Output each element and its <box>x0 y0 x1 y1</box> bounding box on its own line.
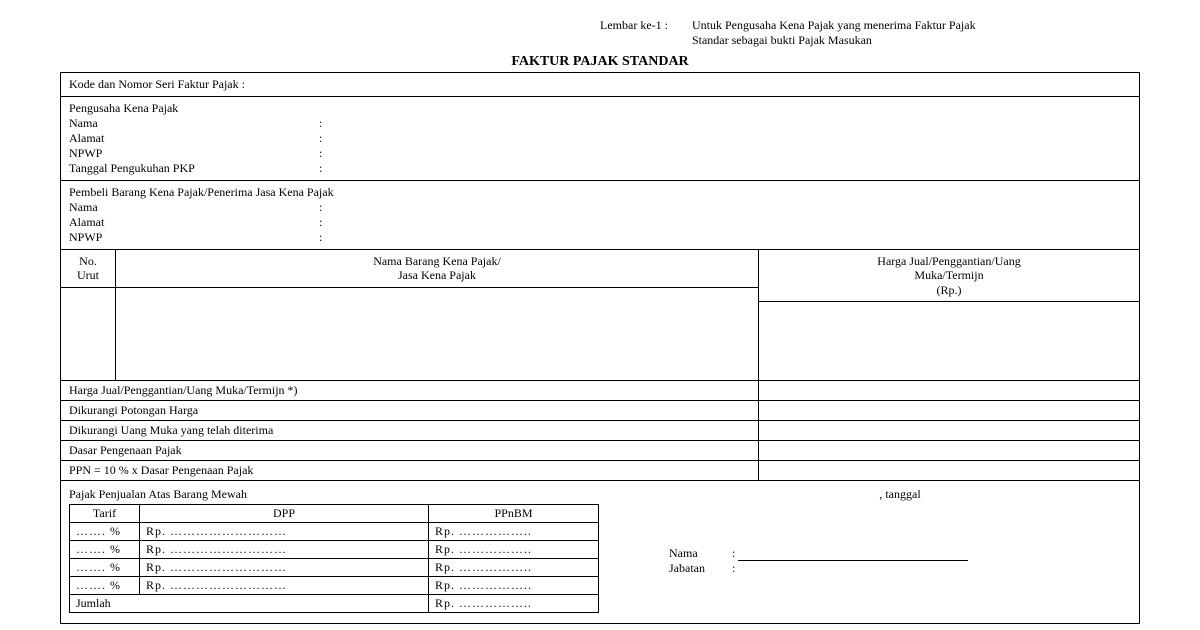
summary-row: Dikurangi Potongan Harga <box>61 400 1139 420</box>
summary-row: Harga Jual/Penggantian/Uang Muka/Termijn… <box>61 380 1139 400</box>
ppnbm-title: Pajak Penjualan Atas Barang Mewah <box>69 487 629 502</box>
summary-row: Dasar Pengenaan Pajak <box>61 440 1139 460</box>
pkp-label: NPWP <box>69 146 319 161</box>
col-header-no: No. Urut <box>61 250 115 288</box>
items-table: No. Urut Nama Barang Kena Pajak/ Jasa Ke… <box>61 250 1139 481</box>
colon: : <box>319 146 333 161</box>
pkp-row: Tanggal Pengukuhan PKP : <box>69 161 1131 176</box>
document-title: FAKTUR PAJAK STANDAR <box>60 54 1140 70</box>
bottom-section: Pajak Penjualan Atas Barang Mewah Tarif … <box>61 481 1139 623</box>
ppnbm-header-ppnbm: PPnBM <box>429 505 599 523</box>
pembeli-label: NPWP <box>69 230 319 245</box>
header-note-right: Untuk Pengusaha Kena Pajak yang menerima… <box>692 18 992 48</box>
summary-label: PPN = 10 % x Dasar Pengenaan Pajak <box>61 461 759 480</box>
pkp-label: Alamat <box>69 131 319 146</box>
pkp-row: Nama : <box>69 116 1131 131</box>
pkp-row: NPWP : <box>69 146 1131 161</box>
sign-jabatan-row: Jabatan : <box>669 561 1131 576</box>
signature-block: , tanggal Nama : Jabatan : <box>629 487 1131 613</box>
pkp-row: Alamat : <box>69 131 1131 146</box>
colon: : <box>319 161 333 176</box>
ppnbm-block: Pajak Penjualan Atas Barang Mewah Tarif … <box>69 487 629 613</box>
ppnbm-row: ……. %Rp. ………………………Rp. …………….. <box>70 523 599 541</box>
summary-label: Dasar Pengenaan Pajak <box>61 441 759 460</box>
ppnbm-header-tarif: Tarif <box>70 505 140 523</box>
ppnbm-row: ……. %Rp. ………………………Rp. …………….. <box>70 577 599 595</box>
ppnbm-row-jumlah: JumlahRp. …………….. <box>70 595 599 613</box>
pembeli-row: Nama : <box>69 200 1131 215</box>
sign-nama-row: Nama : <box>669 546 1131 561</box>
pkp-label: Tanggal Pengukuhan PKP <box>69 161 319 176</box>
ppnbm-table: Tarif DPP PPnBM ……. %Rp. ………………………Rp. ……… <box>69 504 599 613</box>
ppnbm-row: ……. %Rp. ………………………Rp. …………….. <box>70 559 599 577</box>
ppnbm-row: ……. %Rp. ………………………Rp. …………….. <box>70 541 599 559</box>
header-note: Lembar ke-1 : Untuk Pengusaha Kena Pajak… <box>600 18 1140 48</box>
summary-label: Dikurangi Potongan Harga <box>61 401 759 420</box>
pembeli-label: Nama <box>69 200 319 215</box>
pembeli-row: Alamat : <box>69 215 1131 230</box>
colon: : <box>319 116 333 131</box>
pkp-label: Nama <box>69 116 319 131</box>
section-pkp: Pengusaha Kena Pajak Nama : Alamat : NPW… <box>61 97 1139 181</box>
pkp-heading: Pengusaha Kena Pajak <box>69 101 1131 116</box>
pembeli-row: NPWP : <box>69 230 1131 245</box>
header-note-left: Lembar ke-1 : <box>600 18 668 48</box>
summary-row: Dikurangi Uang Muka yang telah diterima <box>61 420 1139 440</box>
col-header-harga: Harga Jual/Penggantian/Uang Muka/Termijn… <box>759 250 1139 302</box>
colon: : <box>319 131 333 146</box>
pembeli-label: Alamat <box>69 215 319 230</box>
kode-nomor-seri: Kode dan Nomor Seri Faktur Pajak : <box>61 73 1139 97</box>
ppnbm-header-dpp: DPP <box>140 505 429 523</box>
section-pembeli: Pembeli Barang Kena Pajak/Penerima Jasa … <box>61 181 1139 250</box>
col-header-nama: Nama Barang Kena Pajak/ Jasa Kena Pajak <box>116 250 758 288</box>
colon: : <box>319 230 333 245</box>
colon: : <box>319 215 333 230</box>
pembeli-heading: Pembeli Barang Kena Pajak/Penerima Jasa … <box>69 185 1131 200</box>
form-outer: Kode dan Nomor Seri Faktur Pajak : Pengu… <box>60 72 1140 624</box>
summary-label: Harga Jual/Penggantian/Uang Muka/Termijn… <box>61 381 759 400</box>
colon: : <box>319 200 333 215</box>
sign-tanggal: , tanggal <box>669 487 1131 502</box>
summary-label: Dikurangi Uang Muka yang telah diterima <box>61 421 759 440</box>
summary-row: PPN = 10 % x Dasar Pengenaan Pajak <box>61 460 1139 481</box>
